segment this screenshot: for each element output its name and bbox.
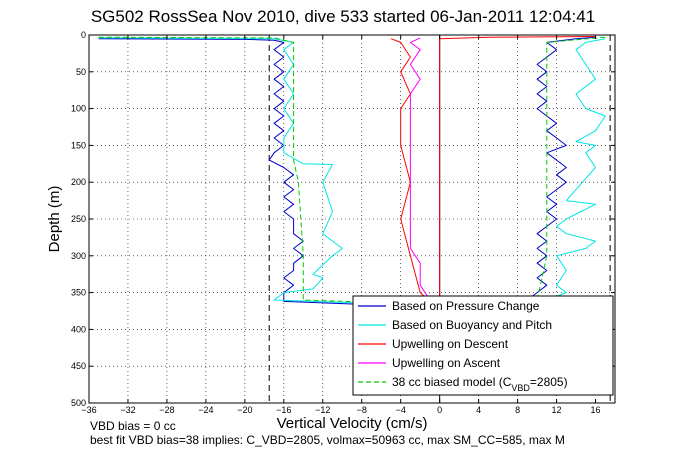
x-tick-label: −4: [396, 405, 406, 415]
y-tick-label: 50: [76, 67, 86, 77]
x-tick-label: −20: [237, 405, 252, 415]
x-tick-label: 4: [476, 405, 481, 415]
y-tick-label: 150: [71, 140, 86, 150]
y-tick-label: 450: [71, 361, 86, 371]
x-tick-label: −16: [276, 405, 291, 415]
chart-title: SG502 RossSea Nov 2010, dive 533 started…: [91, 7, 595, 26]
y-tick-label: 250: [71, 214, 86, 224]
y-tick-label: 500: [71, 398, 86, 408]
x-tick-label: −36: [81, 405, 96, 415]
y-axis-label: Depth (m): [46, 186, 63, 253]
best-fit-note: best fit VBD bias=38 implies: C_VBD=2805…: [90, 433, 565, 447]
x-axis-ticks: −36 −32 −28 −24 −20 −16 −12 −8 −4 0 4 8 12 16: [81, 35, 601, 415]
y-tick-label: 200: [71, 177, 86, 187]
x-tick-label: 8: [515, 405, 520, 415]
x-tick-label: 16: [591, 405, 601, 415]
upwelling-ascent-line: [409, 37, 440, 305]
y-tick-label: 350: [71, 288, 86, 298]
legend-label: Based on Buoyancy and Pitch: [392, 318, 552, 332]
legend-label: Based on Pressure Change: [392, 299, 540, 313]
upwelling-descent-line: [390, 36, 596, 305]
legend-label: Upwelling on Ascent: [392, 356, 501, 370]
x-tick-label: −28: [159, 405, 174, 415]
x-tick-label: −8: [357, 405, 367, 415]
y-axis-ticks: 0 50 100 150 200 250 300 350 400 450 500: [71, 30, 615, 408]
y-tick-label: 0: [81, 30, 86, 40]
x-tick-label: 12: [552, 405, 562, 415]
x-tick-label: −32: [120, 405, 135, 415]
x-tick-label: −12: [315, 405, 330, 415]
x-axis-label: Vertical Velocity (cm/s): [277, 415, 428, 432]
y-tick-label: 300: [71, 251, 86, 261]
y-tick-label: 100: [71, 104, 86, 114]
legend-box: [352, 295, 614, 396]
legend-label: Upwelling on Descent: [392, 337, 509, 351]
vbd-bias-note: VBD bias = 0 cc: [90, 419, 176, 433]
legend: Based on Pressure Change Based on Buoyanc…: [352, 295, 614, 396]
biased-model-line: [98, 36, 606, 305]
x-tick-label: −24: [198, 405, 213, 415]
x-tick-label: 0: [437, 405, 442, 415]
y-tick-label: 400: [71, 324, 86, 334]
